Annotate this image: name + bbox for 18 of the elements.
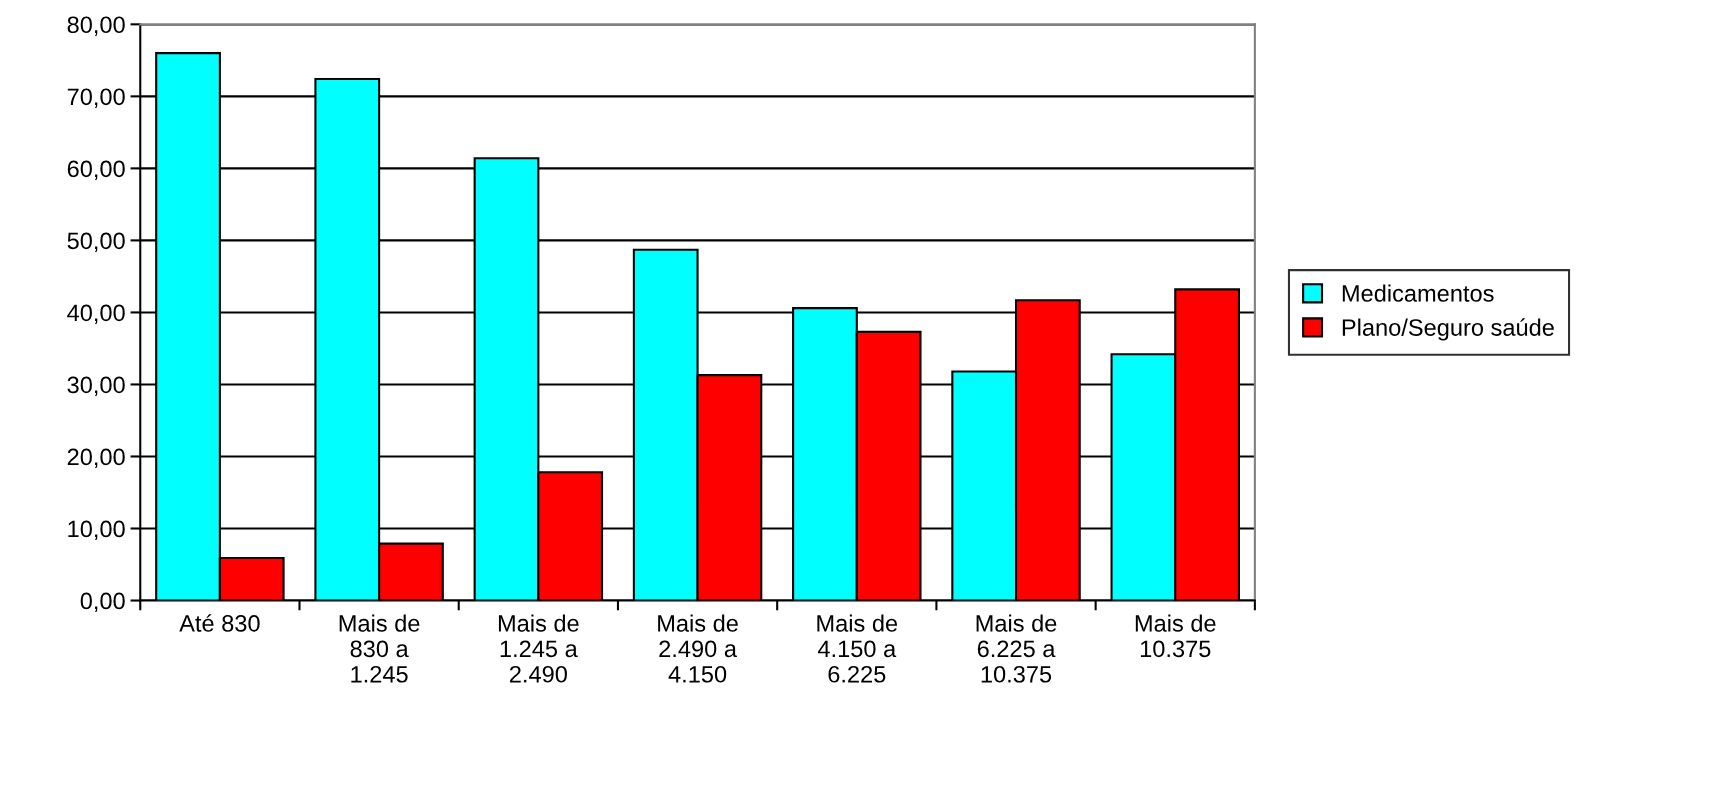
- legend-label: Plano/Seguro saúde: [1342, 318, 1554, 341]
- x-tick-label: Mais de 830 a 1.245: [339, 614, 420, 683]
- x-tick-label: Mais de 2.490 a 4.150: [658, 614, 738, 683]
- y-tick-label: 50,00: [67, 232, 125, 252]
- y-tick-label: 30,00: [67, 376, 125, 397]
- y-tick-label: 20,00: [67, 448, 125, 469]
- y-tick-label: 70,00: [67, 88, 125, 108]
- y-tick-label: 40,00: [67, 304, 125, 325]
- x-tick-label: Até 830: [179, 614, 260, 632]
- y-tick-label: 60,00: [67, 160, 125, 180]
- x-tick-label: Mais de 4.150 a 6.225: [817, 614, 898, 683]
- x-tick-label: Mais de 1.245 a 2.490: [498, 614, 579, 683]
- y-tick-label: 0,00: [80, 592, 125, 613]
- x-tick-label: Mais de 6.225 a 10.375: [976, 614, 1057, 683]
- y-tick-label: 80,00: [67, 16, 125, 36]
- x-tick-label: Mais de 10.375: [1135, 614, 1216, 658]
- y-tick-label: 10,00: [68, 520, 125, 541]
- legend-label: Medicamentos: [1342, 284, 1494, 302]
